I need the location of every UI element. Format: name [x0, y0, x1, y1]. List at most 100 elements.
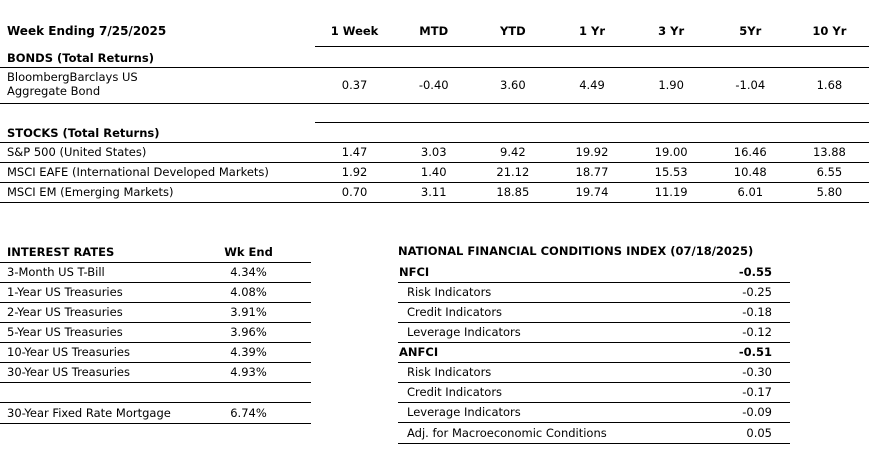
- table-row-nfci-credit: Credit Indicators -0.18: [398, 302, 790, 323]
- instrument-name: MSCI EM (Emerging Markets): [0, 182, 315, 203]
- report-title: Week Ending 7/25/2025: [7, 24, 167, 38]
- wk-end-header: Wk End: [186, 243, 311, 263]
- rate-name: 5-Year US Treasuries: [0, 322, 186, 343]
- nfci-section: NATIONAL FINANCIAL CONDITIONS INDEX (07/…: [398, 243, 790, 444]
- performance-header-row: Week Ending 7/25/2025 1 Week MTD YTD 1 Y…: [0, 0, 869, 47]
- cell-value: 3.60: [473, 67, 553, 104]
- column-header-mtd: MTD: [394, 0, 474, 47]
- index-name: NFCI: [398, 262, 688, 283]
- cell-value: -0.40: [394, 67, 474, 104]
- cell-value: 18.77: [552, 162, 632, 183]
- rate-name: 2-Year US Treasuries: [0, 302, 186, 323]
- table-row-anfci: ANFCI -0.51: [398, 342, 790, 363]
- cell-value: 18.85: [473, 182, 553, 203]
- section-label-stocks: STOCKS (Total Returns): [0, 122, 315, 143]
- table-row-2-year-treasuries: 2-Year US Treasuries 3.91%: [0, 302, 311, 323]
- table-row-msci-em: MSCI EM (Emerging Markets) 0.70 3.11 18.…: [0, 182, 869, 203]
- interest-rates-table: INTEREST RATES Wk End 3-Month US T-Bill …: [0, 243, 311, 424]
- cell-value: 1.40: [394, 162, 474, 183]
- table-row-3-month-t-bill: 3-Month US T-Bill 4.34%: [0, 262, 311, 283]
- table-row-1-year-treasuries: 1-Year US Treasuries 4.08%: [0, 282, 311, 303]
- index-value: -0.09: [688, 402, 790, 423]
- nfci-title: NATIONAL FINANCIAL CONDITIONS INDEX (07/…: [398, 244, 754, 258]
- column-header-10-yr: 10 Yr: [789, 0, 869, 47]
- cell-value: 1.92: [315, 162, 395, 183]
- table-row-nfci-risk: Risk Indicators -0.25: [398, 282, 790, 303]
- table-row-30-year-treasuries: 30-Year US Treasuries 4.93%: [0, 362, 311, 383]
- index-value: -0.30: [688, 362, 790, 383]
- section-label-bonds: BONDS (Total Returns): [0, 46, 315, 68]
- cell-value: 6.55: [789, 162, 869, 183]
- index-name: Credit Indicators: [398, 302, 688, 323]
- table-row-5-year-treasuries: 5-Year US Treasuries 3.96%: [0, 322, 311, 343]
- table-row-anfci-leverage: Leverage Indicators -0.09: [398, 402, 790, 423]
- table-row-msci-eafe: MSCI EAFE (International Developed Marke…: [0, 162, 869, 183]
- cell-value: 11.19: [631, 182, 711, 203]
- column-header-5-yr: 5Yr: [710, 0, 790, 47]
- cell-value: 19.92: [552, 142, 632, 163]
- cell-value: 16.46: [710, 142, 790, 163]
- column-header-3-yr: 3 Yr: [631, 0, 711, 47]
- cell-value: 13.88: [789, 142, 869, 163]
- column-header-1-yr: 1 Yr: [552, 0, 632, 47]
- table-row-macro-adjustment: Adj. for Macroeconomic Conditions 0.05: [398, 422, 790, 444]
- index-name: Leverage Indicators: [398, 322, 688, 343]
- rate-value: 4.39%: [186, 342, 311, 363]
- table-row-sp500: S&P 500 (United States) 1.47 3.03 9.42 1…: [0, 142, 869, 163]
- table-row-aggregate-bond: BloombergBarclays US Aggregate Bond 0.37…: [0, 67, 869, 104]
- cell-value: 1.68: [789, 67, 869, 104]
- cell-value: 19.00: [631, 142, 711, 163]
- rate-name: 1-Year US Treasuries: [0, 282, 186, 303]
- cell-value: 15.53: [631, 162, 711, 183]
- rate-value: 3.91%: [186, 302, 311, 323]
- table-row-30-year-mortgage: 30-Year Fixed Rate Mortgage 6.74%: [0, 402, 311, 424]
- nfci-table: NFCI -0.55 Risk Indicators -0.25 Credit …: [398, 262, 790, 444]
- table-row-anfci-credit: Credit Indicators -0.17: [398, 382, 790, 403]
- index-name: Risk Indicators: [398, 282, 688, 303]
- rate-value: 4.93%: [186, 362, 311, 383]
- index-value: -0.12: [688, 322, 790, 343]
- cell-value: 6.01: [710, 182, 790, 203]
- instrument-name: MSCI EAFE (International Developed Marke…: [0, 162, 315, 183]
- rate-name: 30-Year Fixed Rate Mortgage: [0, 402, 186, 424]
- index-name: ANFCI: [398, 342, 688, 363]
- index-value: -0.18: [688, 302, 790, 323]
- cell-value: 3.11: [394, 182, 474, 203]
- spacer-row: [0, 382, 311, 403]
- table-row-anfci-risk: Risk Indicators -0.30: [398, 362, 790, 383]
- performance-table: Week Ending 7/25/2025 1 Week MTD YTD 1 Y…: [0, 0, 869, 203]
- index-name: Risk Indicators: [398, 362, 688, 383]
- cell-value: 1.47: [315, 142, 395, 163]
- index-value: -0.55: [688, 262, 790, 283]
- cell-value: 19.74: [552, 182, 632, 203]
- cell-value: 0.70: [315, 182, 395, 203]
- instrument-name: BloombergBarclays US Aggregate Bond: [7, 70, 138, 98]
- table-row-10-year-treasuries: 10-Year US Treasuries 4.39%: [0, 342, 311, 363]
- index-value: -0.17: [688, 382, 790, 403]
- rate-value: 6.74%: [186, 402, 311, 424]
- section-row-bonds: BONDS (Total Returns): [0, 46, 869, 68]
- column-header-1-week: 1 Week: [315, 0, 395, 47]
- instrument-name: S&P 500 (United States): [0, 142, 315, 163]
- interest-rates-title: INTEREST RATES: [0, 243, 186, 263]
- index-value: 0.05: [688, 422, 790, 444]
- cell-value: 4.49: [552, 67, 632, 104]
- cell-value: 10.48: [710, 162, 790, 183]
- cell-value: 21.12: [473, 162, 553, 183]
- cell-value: 0.37: [315, 67, 395, 104]
- table-row-nfci-leverage: Leverage Indicators -0.12: [398, 322, 790, 343]
- index-name: Leverage Indicators: [398, 402, 688, 423]
- index-name: Adj. for Macroeconomic Conditions: [398, 422, 688, 444]
- rate-name: 30-Year US Treasuries: [0, 362, 186, 383]
- index-name: Credit Indicators: [398, 382, 688, 403]
- table-row-nfci: NFCI -0.55: [398, 262, 790, 283]
- section-row-stocks: STOCKS (Total Returns): [0, 122, 869, 143]
- cell-value: -1.04: [710, 67, 790, 104]
- rate-value: 4.34%: [186, 262, 311, 283]
- rate-name: 3-Month US T-Bill: [0, 262, 186, 283]
- column-header-ytd: YTD: [473, 0, 553, 47]
- cell-value: 3.03: [394, 142, 474, 163]
- index-value: -0.51: [688, 342, 790, 363]
- rate-name: 10-Year US Treasuries: [0, 342, 186, 363]
